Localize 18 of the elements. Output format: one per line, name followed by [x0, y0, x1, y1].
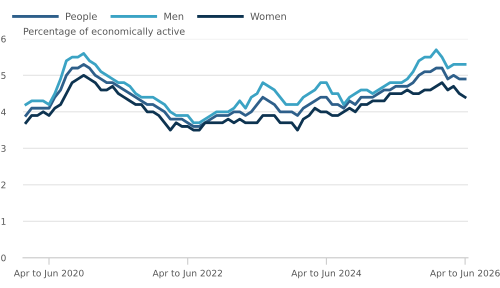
x-tick-label: Apr to Jun 2024 — [291, 270, 362, 278]
x-tick-label: Apr to Jun 2020 — [14, 270, 84, 278]
legend-label: People — [66, 12, 97, 22]
y-tick-label: 6 — [1, 36, 6, 42]
y-tick-label: 1 — [2, 218, 6, 225]
y-axis-title: Percentage of economically active — [24, 28, 185, 37]
legend-label: Women — [250, 12, 286, 20]
y-tick-label: 2 — [1, 182, 6, 188]
y-tick-label: 4 — [1, 108, 6, 116]
x-tick-label: Apr to Jun 2026 — [430, 270, 500, 278]
line-series — [24, 48, 466, 124]
y-tick-label: 0 — [1, 254, 6, 262]
y-tick-label: 5 — [1, 72, 6, 79]
y-tick-label: 3 — [1, 145, 6, 152]
line-series — [24, 63, 466, 128]
legend-label: Men — [164, 12, 184, 20]
line-series — [24, 74, 466, 132]
x-tick-label: Apr to Jun 2022 — [152, 270, 222, 278]
